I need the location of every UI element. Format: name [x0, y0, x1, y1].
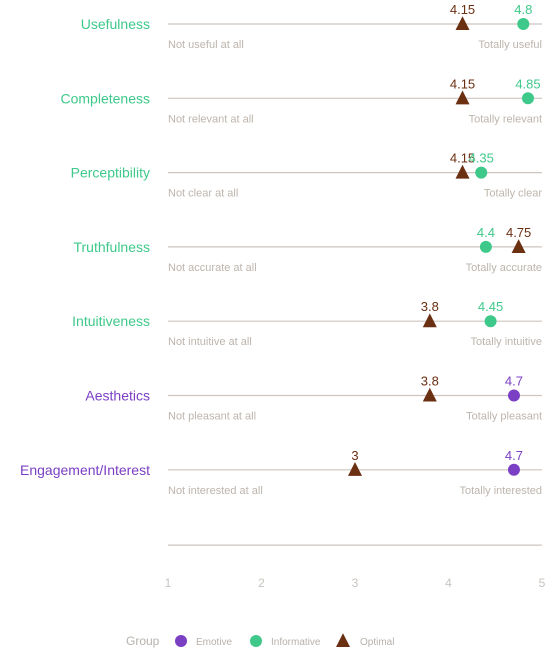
group-marker-completeness: [521, 92, 534, 105]
group-marker-intuitiveness: [484, 315, 497, 328]
optimal-value-perceptibility: 4.15: [450, 151, 475, 166]
group-value-perceptibility: 4.35: [469, 151, 494, 166]
x-tick-label: 1: [165, 576, 172, 590]
row-label-completeness: Completeness: [61, 90, 151, 106]
low-anchor-completeness: Not relevant at all: [168, 113, 254, 125]
group-marker-usefulness: [517, 18, 530, 30]
optimal-value-aesthetics: 3.8: [421, 374, 439, 389]
optimal-marker-completeness: [455, 90, 470, 105]
high-anchor-engagement-interest: Totally interested: [459, 485, 542, 497]
legend-label-informative: Informative: [271, 637, 321, 648]
low-anchor-perceptibility: Not clear at all: [168, 188, 238, 200]
low-anchor-truthfulness: Not accurate at all: [168, 262, 257, 274]
low-anchor-engagement-interest: Not interested at all: [168, 485, 263, 497]
optimal-marker-aesthetics: [422, 387, 437, 402]
high-anchor-usefulness: Totally useful: [478, 39, 542, 51]
group-value-truthfulness: 4.4: [477, 225, 495, 240]
high-anchor-aesthetics: Totally pleasant: [466, 411, 542, 423]
low-anchor-usefulness: Not useful at all: [168, 39, 244, 51]
high-anchor-perceptibility: Totally clear: [484, 188, 542, 200]
optimal-marker-truthfulness: [511, 239, 526, 253]
optimal-value-engagement-interest: 3: [351, 448, 358, 463]
row-label-perceptibility: Perceptibility: [71, 165, 150, 181]
low-anchor-intuitiveness: Not intuitive at all: [168, 336, 252, 348]
legend-label-emotive: Emotive: [196, 637, 233, 648]
group-marker-perceptibility: [475, 166, 488, 179]
legend-marker-informative: [250, 635, 262, 647]
optimal-marker-intuitiveness: [422, 313, 437, 328]
optimal-value-usefulness: 4.15: [450, 2, 475, 17]
group-value-intuitiveness: 4.45: [478, 299, 503, 314]
legend-marker-emotive: [175, 635, 187, 647]
optimal-marker-engagement-interest: [348, 461, 362, 476]
high-anchor-completeness: Totally relevant: [469, 113, 542, 125]
optimal-marker-usefulness: [455, 16, 470, 31]
optimal-value-truthfulness: 4.75: [506, 225, 531, 240]
optimal-marker-perceptibility: [455, 164, 470, 179]
legend-label-optimal: Optimal: [360, 637, 394, 648]
high-anchor-truthfulness: Totally accurate: [466, 262, 542, 274]
row-label-truthfulness: Truthfulness: [73, 239, 150, 255]
row-label-engagement-interest: Engagement/Interest: [20, 462, 150, 478]
group-value-usefulness: 4.8: [514, 2, 532, 17]
row-label-aesthetics: Aesthetics: [85, 388, 150, 404]
high-anchor-intuitiveness: Totally intuitive: [470, 336, 542, 348]
optimal-value-intuitiveness: 3.8: [421, 299, 439, 314]
x-tick-label: 5: [539, 576, 546, 590]
group-value-completeness: 4.85: [515, 76, 540, 91]
group-value-engagement-interest: 4.7: [505, 448, 523, 463]
legend-marker-optimal: [336, 633, 350, 648]
optimal-value-completeness: 4.15: [450, 76, 475, 91]
row-label-intuitiveness: Intuitiveness: [72, 313, 150, 329]
group-marker-truthfulness: [479, 240, 492, 253]
x-tick-label: 3: [352, 576, 359, 590]
legend-title: Group: [126, 634, 160, 648]
row-label-usefulness: Usefulness: [81, 16, 150, 32]
group-marker-aesthetics: [507, 389, 520, 402]
low-anchor-aesthetics: Not pleasant at all: [168, 411, 256, 423]
x-tick-label: 4: [445, 576, 452, 590]
group-value-aesthetics: 4.7: [505, 374, 523, 389]
group-marker-engagement-interest: [507, 463, 520, 476]
x-tick-label: 2: [258, 576, 265, 590]
